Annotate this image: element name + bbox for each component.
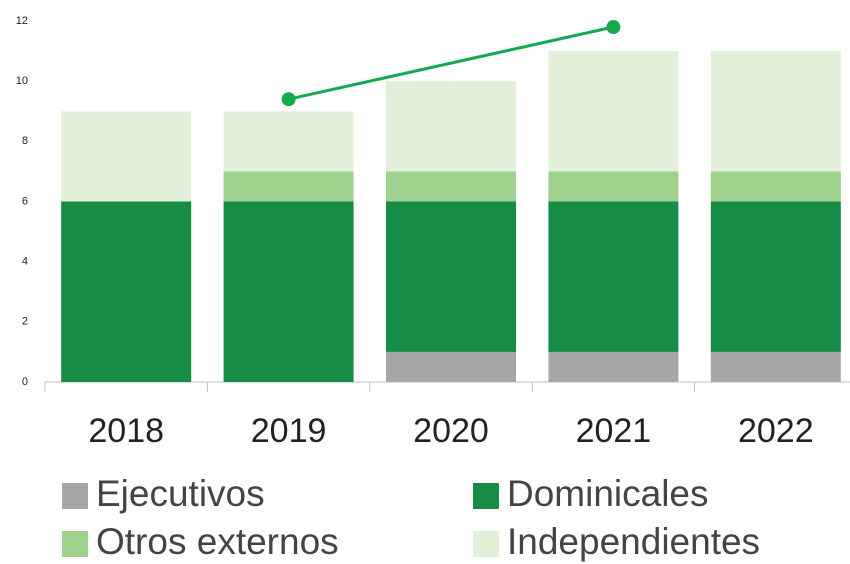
legend-swatch	[473, 531, 499, 557]
legend-swatch	[62, 483, 88, 509]
bar-segment	[548, 171, 679, 202]
y-tick-label: 6	[22, 195, 28, 207]
line-point	[606, 20, 621, 35]
legend-label: Dominicales	[507, 473, 709, 514]
legend-swatch	[473, 483, 499, 509]
bar-segment	[386, 201, 516, 352]
y-tick-label: 0	[22, 376, 28, 388]
bar-segment	[710, 171, 841, 202]
bar-segment	[386, 81, 516, 172]
x-tick-label: 2022	[738, 412, 814, 450]
bar-segment	[548, 51, 679, 172]
bar-segment	[61, 111, 192, 202]
x-tick-label: 2018	[88, 412, 164, 450]
bar-segment	[710, 351, 841, 382]
line-point	[281, 92, 296, 107]
legend-label: Independientes	[507, 521, 760, 562]
bar-segment	[548, 201, 679, 352]
bar-segment	[710, 51, 841, 172]
legend-swatch	[62, 531, 88, 557]
y-tick-label: 12	[16, 15, 28, 27]
bar-segment	[710, 201, 841, 352]
line	[288, 25, 614, 101]
y-tick-label: 10	[16, 75, 28, 87]
legend-label: Otros externos	[96, 521, 339, 562]
bar-segment	[223, 171, 354, 202]
bar-segment	[548, 351, 679, 382]
x-tick-label: 2021	[576, 412, 652, 450]
bar-segment	[386, 351, 516, 382]
y-tick-label: 2	[22, 316, 28, 328]
bar-segment	[223, 111, 354, 172]
bar-segment	[61, 201, 192, 382]
x-tick-label: 2020	[413, 412, 489, 450]
bar-segment	[223, 201, 354, 382]
y-tick-label: 8	[22, 135, 28, 147]
bar-segment	[386, 171, 516, 202]
y-tick-label: 4	[22, 256, 28, 268]
legend-label: Ejecutivos	[96, 473, 265, 514]
x-tick-label: 2019	[251, 412, 327, 450]
